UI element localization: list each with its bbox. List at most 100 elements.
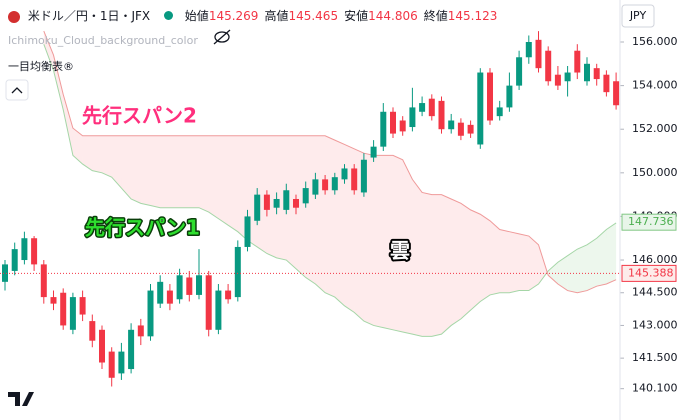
y-tick-label: 154.000 (632, 79, 678, 92)
candle-body (40, 264, 47, 298)
cloud-fill (402, 159, 413, 335)
candle-body (196, 275, 202, 295)
candle-body (506, 85, 513, 108)
cloud-fill (305, 135, 316, 285)
cloud-fill (373, 155, 384, 328)
candle-body (496, 107, 503, 117)
candle-body (360, 159, 367, 193)
y-tick-label: 146.000 (632, 253, 678, 266)
candle-body (419, 103, 426, 112)
cloud-fill (587, 238, 597, 291)
cloud-fill (393, 155, 403, 332)
candle-body (234, 246, 241, 298)
candle-body (2, 264, 8, 282)
y-tick-label: 143.000 (632, 318, 678, 331)
candle-body (157, 281, 164, 304)
cloud-fill (199, 135, 209, 213)
candle-body (50, 297, 57, 304)
candle-body (186, 277, 193, 295)
candle-body (525, 42, 532, 58)
candle-body (11, 249, 18, 271)
cloud-fill (383, 155, 393, 330)
readout-value: 145.269 (208, 9, 259, 23)
header: 米ドル／円・1日・JFX 始値145.269 高値145.465 安値144.806… (8, 7, 503, 24)
cloud-fill (548, 262, 558, 285)
candle-body (21, 238, 28, 261)
price-label-box (621, 213, 677, 231)
cloud-fill (257, 135, 267, 254)
cloud-fill (441, 194, 452, 335)
candle-body (428, 98, 435, 117)
price-label: 147.736 (628, 215, 674, 228)
candle-body (351, 168, 358, 191)
candle-body (370, 146, 377, 158)
candle-body (108, 351, 115, 378)
cloud-fill (557, 255, 568, 291)
candle-body (128, 329, 135, 370)
cloud-fill (160, 135, 170, 208)
cloud-fill (266, 135, 277, 258)
cloud-fill (179, 135, 190, 208)
cloud-fill (53, 55, 64, 110)
candle-body (341, 168, 348, 180)
cloud-fill (237, 135, 248, 241)
candle-body (166, 290, 173, 304)
candle-body (477, 72, 484, 145)
candle-body (457, 122, 464, 136)
y-tick-label: 140.100 (632, 382, 678, 395)
cloud-fill (577, 244, 587, 293)
readout-value: 145.123 (447, 9, 498, 23)
candle-body (516, 57, 523, 86)
candle-body (487, 72, 493, 121)
cloud-fill (189, 135, 199, 208)
cloud-fill (43, 31, 54, 71)
candle-body (118, 351, 125, 374)
status-dot (163, 11, 173, 20)
candle-body (293, 198, 299, 208)
cloud-fill (296, 135, 306, 278)
candle-body (137, 325, 144, 337)
candle-body (69, 297, 76, 330)
cloud-fill (499, 229, 510, 293)
currency-button[interactable] (621, 4, 655, 28)
cloud-fill (325, 135, 335, 298)
cloud-fill (276, 135, 287, 261)
symbol: 米ドル／円・1日・JFX (27, 9, 151, 23)
candle-body (254, 194, 261, 221)
readout-label: 安値 (344, 9, 369, 23)
cloud-fill (286, 135, 296, 269)
price-label: 145.388 (628, 266, 674, 279)
cloud-fill (111, 135, 122, 189)
candle-body (215, 290, 222, 330)
candle-body (438, 100, 445, 130)
annotation: 雲 (390, 239, 410, 263)
flag-icon (8, 10, 20, 23)
currency: JPY (629, 9, 647, 22)
candle-body (448, 120, 455, 130)
cloud-fill (315, 135, 326, 293)
candle-body (60, 292, 67, 326)
candle-body (409, 107, 416, 128)
candle-body (593, 68, 600, 80)
cloud-fill (121, 135, 132, 199)
candle-body (331, 177, 338, 191)
cloud-fill (412, 179, 423, 337)
cloud-fill (606, 222, 617, 285)
readout-value: 145.465 (288, 9, 339, 23)
annotation: 先行スパン2 (82, 104, 197, 128)
cloud-fill (150, 135, 161, 208)
readout-label: 高値 (264, 9, 289, 23)
tv-logo (8, 392, 34, 406)
cloud-fill (218, 135, 229, 226)
candle-body (225, 290, 232, 300)
cloud-fill (460, 203, 471, 319)
collapse-button[interactable] (5, 79, 29, 101)
visibility-icon[interactable] (213, 29, 231, 45)
y-tick-label: 156.000 (632, 35, 678, 48)
cloud-fill (451, 198, 461, 326)
candle-body (467, 124, 474, 134)
candle-body (380, 111, 387, 147)
cloud-fill (567, 249, 578, 293)
